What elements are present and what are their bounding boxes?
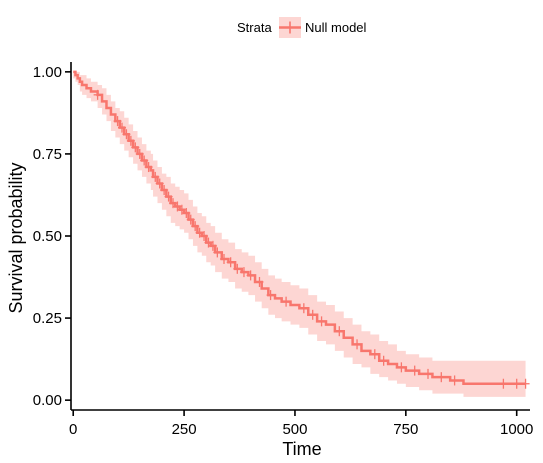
y-axis-title: Survival probability: [6, 162, 26, 313]
x-tick-label-2: 500: [282, 421, 307, 438]
y-tick-label-0: 0.00: [33, 392, 62, 409]
confidence-band-layer: [73, 71, 526, 397]
y-axis-ticks: 0.00 0.25 0.50 0.75 1.00: [33, 64, 71, 409]
legend-entry-label: Null model: [305, 20, 367, 35]
censor-marks-layer: [93, 89, 530, 389]
confidence-band-0: [73, 71, 526, 397]
x-tick-label-0: 0: [69, 421, 77, 438]
y-tick-label-4: 1.00: [33, 64, 62, 81]
legend-title: Strata: [237, 20, 272, 35]
x-tick-label-4: 1000: [500, 421, 533, 438]
legend: Strata Null model: [237, 17, 367, 38]
x-tick-label-1: 250: [172, 421, 197, 438]
y-tick-label-1: 0.25: [33, 310, 62, 327]
y-tick-label-2: 0.50: [33, 228, 62, 245]
x-axis-ticks: 0 250 500 750 1000: [69, 410, 533, 438]
survival-curve-0: [73, 70, 526, 385]
x-axis-title: Time: [282, 439, 321, 459]
survival-curve-layer: [73, 70, 526, 385]
x-tick-label-3: 750: [393, 421, 418, 438]
y-tick-label-3: 0.75: [33, 146, 62, 163]
